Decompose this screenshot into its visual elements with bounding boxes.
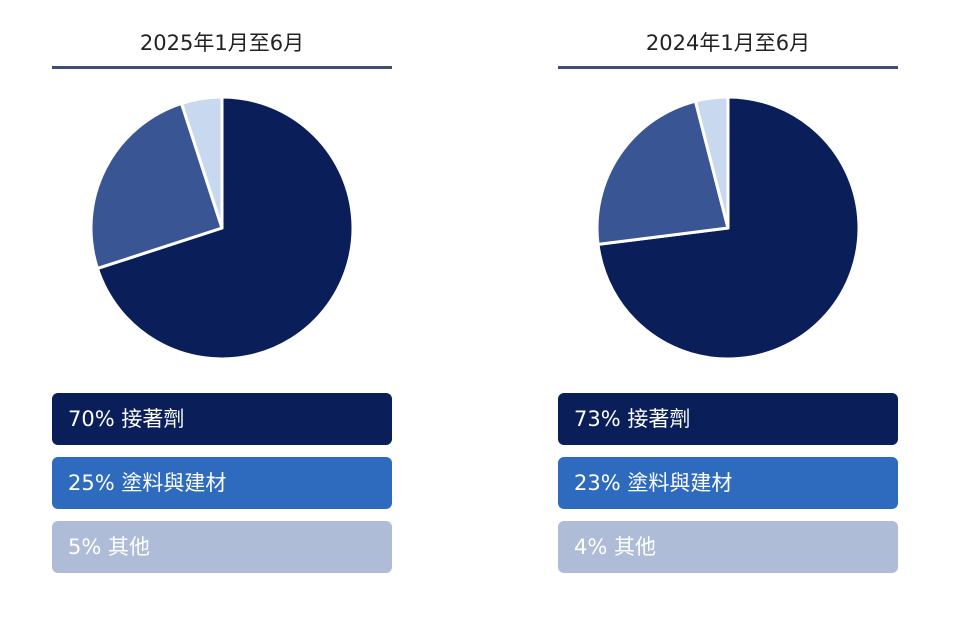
chart-title: 2024年1月至6月 [558, 26, 898, 69]
legend-item-others: 4% 其他 [558, 521, 898, 573]
pie-chart [89, 95, 355, 361]
legend-item-adhesives: 73% 接著劑 [558, 393, 898, 445]
chart-panel-2024: 2024年1月至6月 73% 接著劑 23% 塗料與建材 4% 其他 [558, 26, 898, 585]
pie-slice-others [180, 95, 224, 230]
legend: 70% 接著劑 25% 塗料與建材 5% 其他 [52, 393, 392, 573]
pie-slice-coatings-building-materials [595, 99, 730, 246]
pie-slice-adhesives [95, 95, 355, 361]
pie-chart [595, 95, 861, 361]
chart-title: 2025年1月至6月 [52, 26, 392, 69]
pie-slice-others [693, 95, 730, 230]
legend-item-adhesives: 70% 接著劑 [52, 393, 392, 445]
legend-item-coatings-building-materials: 25% 塗料與建材 [52, 457, 392, 509]
legend-item-coatings-building-materials: 23% 塗料與建材 [558, 457, 898, 509]
legend: 73% 接著劑 23% 塗料與建材 4% 其他 [558, 393, 898, 573]
chart-panel-2025: 2025年1月至6月 70% 接著劑 25% 塗料與建材 5% 其他 [52, 26, 392, 585]
legend-item-others: 5% 其他 [52, 521, 392, 573]
pie-slice-coatings-building-materials [89, 101, 224, 270]
